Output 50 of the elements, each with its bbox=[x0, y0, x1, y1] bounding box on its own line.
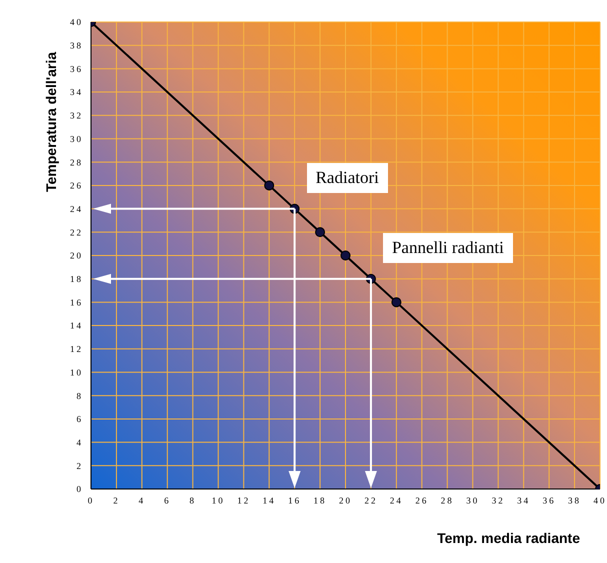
y-tick-label: 20 bbox=[70, 250, 83, 261]
x-tick-label: 16 bbox=[288, 495, 302, 506]
x-tick-label: 14 bbox=[262, 495, 276, 506]
y-tick-label: 16 bbox=[70, 297, 83, 308]
x-tick-label: 24 bbox=[390, 495, 403, 506]
y-tick-label: 12 bbox=[70, 344, 83, 354]
x-tick-label: 34 bbox=[517, 495, 530, 506]
x-tick-label: 10 bbox=[212, 495, 225, 506]
x-tick-label: 22 bbox=[364, 495, 378, 506]
x-tick-label: 36 bbox=[542, 495, 556, 506]
x-tick-label: 4 bbox=[138, 495, 146, 506]
y-tick-label: 26 bbox=[70, 180, 83, 191]
point bbox=[340, 250, 350, 260]
y-tick-label: 24 bbox=[70, 204, 83, 214]
y-axis-title: Temperatura dell'aria bbox=[42, 52, 59, 192]
x-tick-label: 26 bbox=[415, 495, 428, 506]
y-tick-label: 40 bbox=[70, 17, 83, 28]
x-tick-label: 18 bbox=[314, 495, 327, 506]
y-tick-label: 10 bbox=[70, 367, 83, 378]
y-tick-label: 8 bbox=[76, 390, 83, 401]
y-tick-label: 32 bbox=[70, 110, 83, 121]
x-tick-label: 0 bbox=[88, 495, 94, 506]
y-tick-label: 30 bbox=[70, 134, 83, 144]
y-tick-label: 0 bbox=[76, 484, 83, 494]
x-tick-label: 6 bbox=[164, 495, 171, 506]
y-tick-label: 22 bbox=[70, 227, 83, 238]
x-tick-label: 20 bbox=[339, 495, 352, 506]
y-tick-label: 38 bbox=[70, 40, 83, 51]
y-tick-label: 14 bbox=[70, 320, 83, 331]
y-tick-label: 4 bbox=[76, 437, 83, 448]
x-tick-label: 30 bbox=[466, 495, 480, 506]
x-tick-label: 38 bbox=[568, 495, 582, 506]
x-tick-label: 2 bbox=[113, 495, 120, 506]
annotation: Radiatori bbox=[306, 162, 388, 193]
y-tick-label: 2 bbox=[76, 460, 83, 471]
x-axis-title: Temp. media radiante bbox=[437, 530, 580, 546]
y-tick-label: 28 bbox=[70, 157, 83, 168]
point bbox=[315, 227, 326, 238]
point bbox=[264, 180, 274, 190]
y-tick-label: 18 bbox=[70, 274, 83, 284]
x-tick-label: 32 bbox=[492, 495, 505, 506]
y-tick-label: 36 bbox=[70, 64, 83, 74]
x-tick-label: 8 bbox=[190, 495, 196, 506]
annotation: Pannelli radianti bbox=[382, 232, 513, 263]
x-tick-label: 12 bbox=[237, 495, 250, 506]
x-tick-label: 28 bbox=[440, 495, 454, 506]
y-tick-label: 6 bbox=[76, 414, 83, 424]
point bbox=[391, 297, 402, 308]
y-tick-label: 34 bbox=[70, 87, 83, 98]
x-tick-label: 40 bbox=[594, 495, 606, 506]
